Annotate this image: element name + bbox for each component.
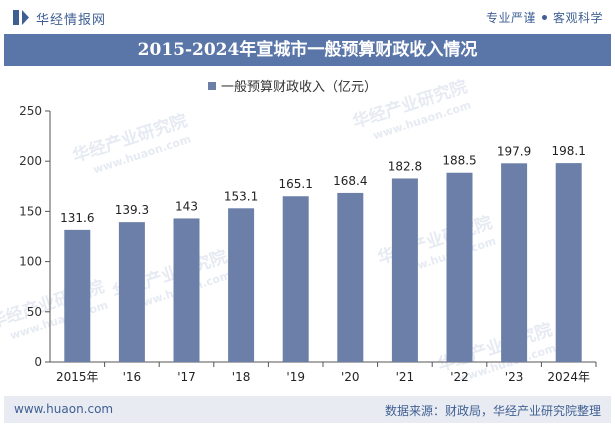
x-tick-label: '18	[232, 370, 251, 384]
brand-name: 华经情报网	[36, 13, 107, 28]
y-tick-label: 50	[27, 305, 42, 319]
legend: 一般预算财政收入（亿元）	[208, 79, 377, 95]
bar	[64, 229, 91, 362]
bar	[501, 163, 528, 362]
bar	[228, 208, 255, 362]
data-labels: 131.6 139.3 143 153.1 165.1 168.4 182.8 188.5 19…	[60, 144, 586, 225]
bar	[446, 172, 473, 362]
data-label: 139.3	[115, 203, 149, 217]
tagline-left: 专业严谨	[485, 11, 536, 25]
footer-source: 数据来源：财政局，华经产业研究院整理	[384, 404, 601, 418]
x-tick-label: '16	[123, 370, 142, 384]
data-label: 168.4	[333, 174, 367, 188]
bar-chart: 华经产业研究院www.huaon.com华经产业研究院www.huaon.com…	[0, 76, 597, 385]
tagline-right: 客观科学	[552, 11, 603, 25]
bar	[391, 178, 418, 362]
top-bar: 华经情报网 专业严谨 客观科学	[0, 0, 615, 34]
y-tick-label: 0	[34, 355, 42, 369]
x-tick-label: '22	[450, 370, 469, 384]
bar	[282, 196, 309, 362]
footer-site: www.huaon.com	[14, 402, 114, 416]
y-tick-label: 100	[19, 255, 42, 269]
y-tick-label: 250	[19, 104, 42, 118]
data-label: 188.5	[442, 154, 476, 168]
bar	[337, 192, 364, 362]
footer: www.huaon.com 数据来源：财政局，华经产业研究院整理	[4, 396, 611, 423]
bars	[64, 163, 582, 362]
x-tick-label: 2015年	[56, 370, 99, 384]
huajing-logo-icon	[13, 10, 29, 25]
x-tick-label: '19	[286, 370, 305, 384]
chart-title: 2015-2024年宣城市一般预算财政收入情况	[137, 40, 478, 60]
y-tick-label: 150	[19, 204, 42, 218]
data-label: 143	[175, 199, 198, 213]
bar	[118, 222, 145, 362]
data-label: 198.1	[552, 144, 586, 158]
data-label: 153.1	[224, 189, 258, 203]
bar	[173, 218, 200, 362]
data-label: 165.1	[279, 177, 313, 191]
title-band: 2015-2024年宣城市一般预算财政收入情况	[4, 34, 611, 66]
x-tick-label: '20	[341, 370, 360, 384]
x-tick-label: '21	[396, 370, 415, 384]
y-tick-label: 200	[19, 154, 42, 168]
tagline: 专业严谨 客观科学	[486, 9, 603, 26]
x-tick-label: '17	[177, 370, 196, 384]
separator-dot-icon	[541, 15, 547, 20]
x-tick-label: '23	[505, 370, 524, 384]
bar	[555, 163, 582, 362]
legend-label: 一般预算财政收入（亿元）	[221, 79, 377, 95]
legend-swatch	[208, 82, 216, 90]
data-label: 182.8	[388, 159, 422, 173]
data-label: 197.9	[497, 144, 531, 158]
x-tick-label: 2024年	[547, 370, 590, 384]
data-label: 131.6	[60, 211, 94, 225]
